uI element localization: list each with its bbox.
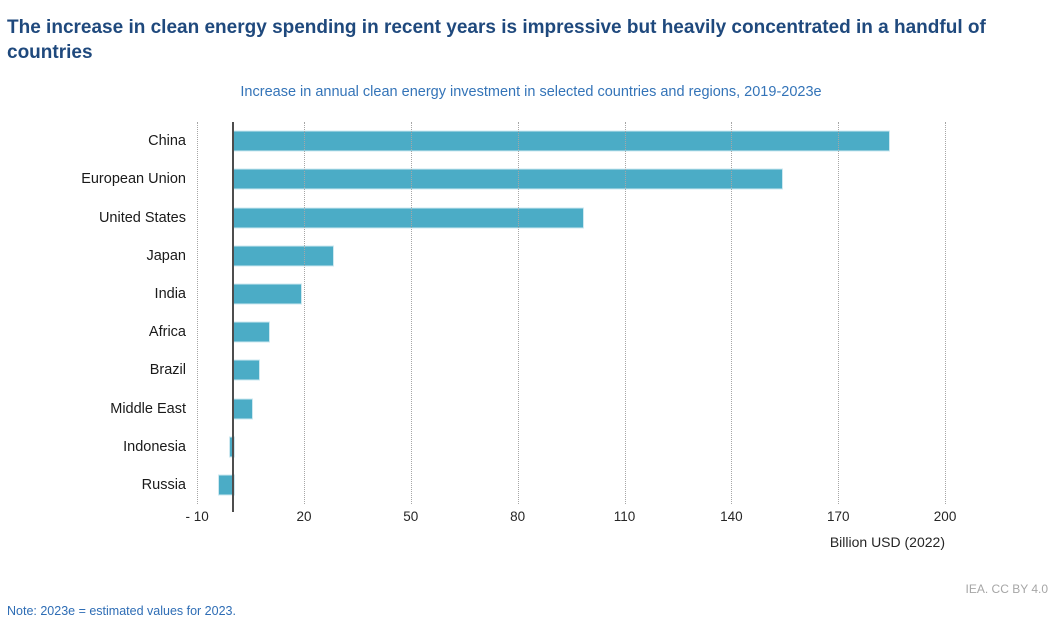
bar-russia [218,474,235,496]
bar-row [190,428,970,466]
gridline [197,122,199,504]
bar-row [190,313,970,351]
x-axis-title: Billion USD (2022) [829,534,945,550]
gridline [303,122,305,504]
bar-united-states [232,207,584,228]
gridline [410,122,412,504]
bar-brazil [232,359,260,381]
category-label: European Union [81,171,186,188]
bar-row [190,237,970,275]
category-label: India [154,285,186,302]
page-title: The increase in clean energy spending in… [7,16,986,63]
category-label: Middle East [110,400,186,417]
gridline [945,122,947,504]
bar-row [190,389,970,427]
gridline [731,122,733,504]
bar-japan [232,245,335,267]
bar-row [190,160,970,198]
x-tick-label: 50 [403,509,419,524]
footnote: Note: 2023e = estimated values for 2023. [7,604,236,618]
plot-area [190,122,970,512]
category-label: United States [98,209,186,226]
bar-row [190,351,970,389]
bar-row [190,466,970,504]
x-tick-label: 80 [510,509,526,524]
category-label: Africa [148,324,186,341]
x-tick-label: 110 [613,509,636,524]
category-label: Russia [141,476,186,493]
bar-china [232,130,891,152]
gridline [624,122,626,504]
bar-india [232,283,303,305]
x-axis-ticks: - 10 20 50 80 110 140 170 200 [185,509,970,527]
x-tick-label: 20 [296,509,312,524]
category-label: Indonesia [123,438,186,455]
category-label: China [148,133,186,150]
category-label: Japan [146,247,186,264]
x-tick-label: 140 [720,509,743,524]
bar-row [190,122,970,160]
category-axis: China European Union United States Japan Ind… [0,122,186,504]
x-tick-label: - 10 [185,509,209,524]
bar-european-union [232,168,784,190]
zero-axis-line [231,122,234,512]
category-label: Brazil [149,362,186,379]
bar-rows [190,122,970,504]
bar-row [190,198,970,236]
gridline [838,122,840,504]
x-tick-label: 200 [933,509,957,524]
chart-subtitle: Increase in annual clean energy investme… [240,84,822,100]
bar-africa [232,321,271,343]
gridline [517,122,519,504]
x-tick-label: 170 [826,509,850,524]
bar-middle-east [232,398,253,420]
attribution-label: IEA. CC BY 4.0 [965,582,1048,596]
bar-row [190,275,970,313]
